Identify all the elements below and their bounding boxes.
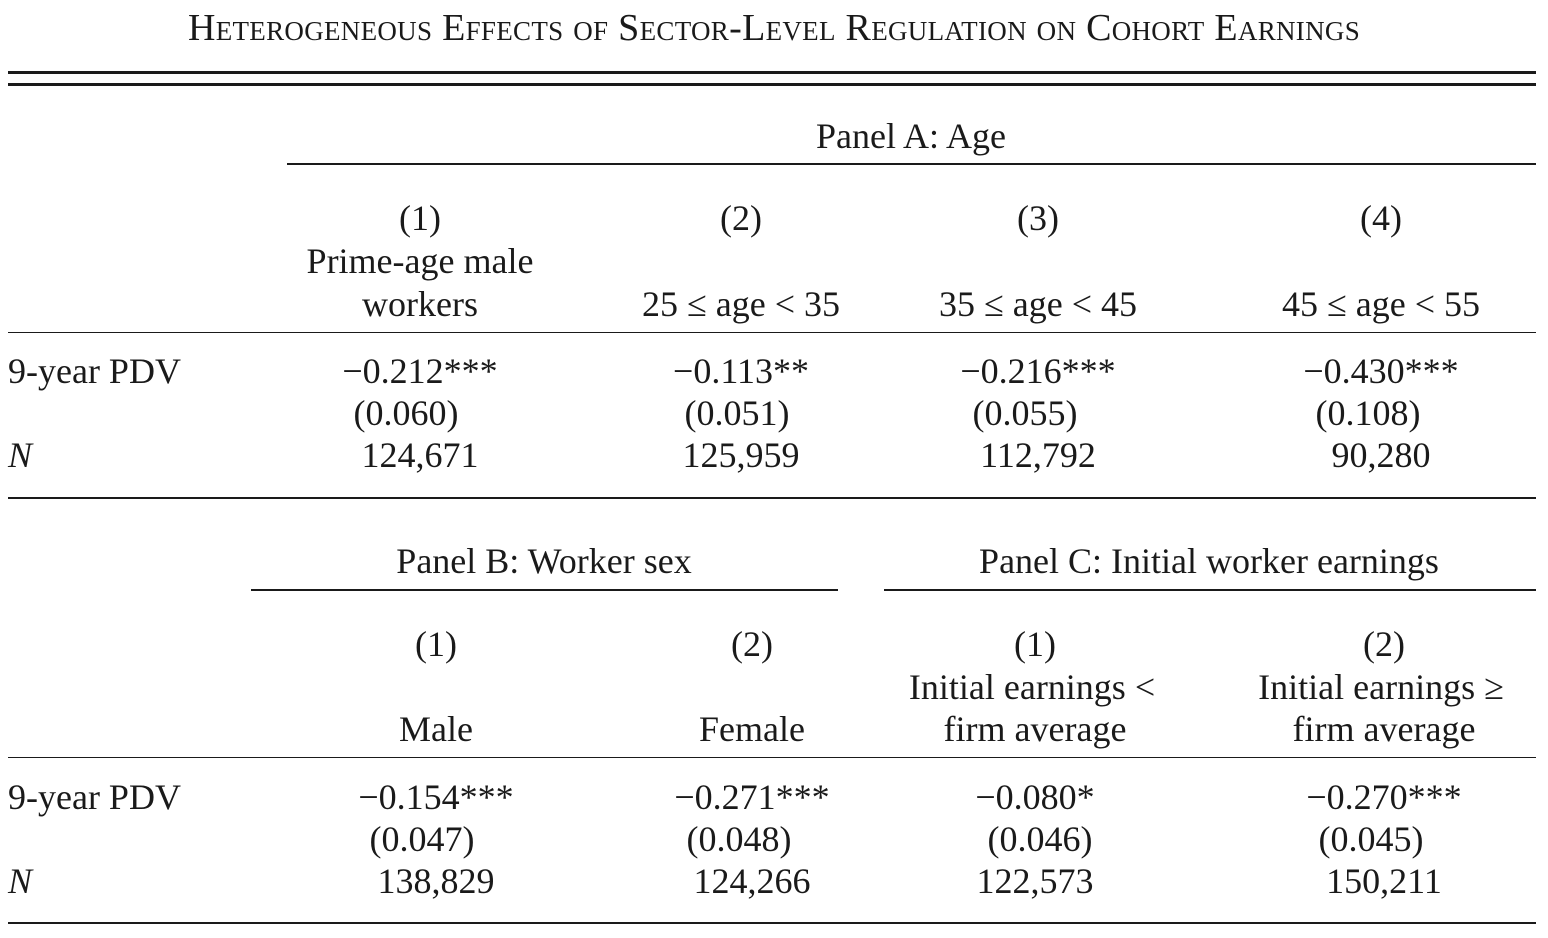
panel-a-col3-n: 112,792 xyxy=(980,435,1096,475)
panel-a-col3-label: 35 ≤ age < 45 xyxy=(938,284,1138,324)
panel-a-col1-label-line2: workers xyxy=(362,284,478,324)
panel-c-col2-number: (2) xyxy=(1363,624,1405,664)
panel-a-col2-n: 125,959 xyxy=(682,435,800,475)
panel-c-title: Panel C: Initial worker earnings xyxy=(979,541,1439,581)
table-bottom-rule xyxy=(8,922,1536,924)
panel-a-col3-number: (3) xyxy=(1017,198,1059,238)
panel-a-col1-se: (0.060) xyxy=(353,393,459,433)
panel-a-col4-label: 45 ≤ age < 55 xyxy=(1281,284,1481,324)
panel-a-col2-number: (2) xyxy=(720,198,762,238)
panel-b-col1-coef: −0.154*** xyxy=(358,777,514,817)
panel-b-col2-coef: −0.271*** xyxy=(674,777,830,817)
panel-a-header-rule xyxy=(8,332,1536,333)
panel-c-col1-coef: −0.080* xyxy=(975,777,1095,817)
top-rule-double-2 xyxy=(8,83,1536,86)
panel-a-row-label-n: N xyxy=(8,435,33,475)
panel-a-col4-coef: −0.430*** xyxy=(1303,351,1459,391)
panel-a-col4-se: (0.108) xyxy=(1315,393,1421,433)
panel-b-col1-n: 138,829 xyxy=(377,861,495,901)
panel-b-col2-n: 124,266 xyxy=(693,861,811,901)
panel-c-underline xyxy=(884,589,1536,591)
panel-bc-row-label-n: N xyxy=(8,861,33,901)
panel-a-col1-number: (1) xyxy=(399,198,441,238)
panel-a-col3-se: (0.055) xyxy=(972,393,1078,433)
panel-b-col2-label: Female xyxy=(699,709,805,749)
panel-b-col1-label: Male xyxy=(399,709,473,749)
panel-b-col2-se: (0.048) xyxy=(686,819,792,859)
panel-c-col1-label-line2: firm average xyxy=(943,709,1127,749)
panel-bc-header-rule xyxy=(8,757,1536,758)
panel-c-col2-n: 150,211 xyxy=(1326,861,1442,901)
panel-a-col2-se: (0.051) xyxy=(684,393,790,433)
panel-c-col1-n: 122,573 xyxy=(976,861,1094,901)
panel-c-col1-label-line1: Initial earnings < xyxy=(908,667,1156,707)
panel-a-col2-label: 25 ≤ age < 35 xyxy=(641,284,841,324)
panel-a-col4-number: (4) xyxy=(1360,198,1402,238)
panel-a-underline xyxy=(287,163,1536,165)
panel-c-col1-number: (1) xyxy=(1014,624,1056,664)
panel-a-row-label-pdv: 9-year PDV xyxy=(8,351,181,391)
panel-c-col2-label-line1: Initial earnings ≥ xyxy=(1258,667,1504,707)
panel-bc-row-label-pdv: 9-year PDV xyxy=(8,777,181,817)
panel-c-col1-se: (0.046) xyxy=(987,819,1093,859)
panel-a-col1-label-line1: Prime-age male xyxy=(306,241,534,281)
panel-a-col1-coef: −0.212*** xyxy=(342,351,498,391)
panel-b-title: Panel B: Worker sex xyxy=(396,541,692,581)
panel-a-col4-n: 90,280 xyxy=(1331,435,1431,475)
panel-b-col1-number: (1) xyxy=(415,624,457,664)
panel-c-col2-se: (0.045) xyxy=(1318,819,1424,859)
panel-a-title: Panel A: Age xyxy=(816,116,1006,156)
panel-b-underline xyxy=(251,589,838,591)
panel-a-col3-coef: −0.216*** xyxy=(960,351,1116,391)
top-rule-double-1 xyxy=(8,71,1536,74)
panel-b-col1-se: (0.047) xyxy=(369,819,475,859)
panel-b-col2-number: (2) xyxy=(731,624,773,664)
panel-c-col2-coef: −0.270*** xyxy=(1306,777,1462,817)
panel-a-bottom-rule xyxy=(8,497,1536,499)
panel-a-col1-n: 124,671 xyxy=(361,435,479,475)
table-title: Heterogeneous Effects of Sector-Level Re… xyxy=(187,7,1361,49)
panel-a-col2-coef: −0.113** xyxy=(673,351,809,391)
panel-c-col2-label-line2: firm average xyxy=(1292,709,1476,749)
